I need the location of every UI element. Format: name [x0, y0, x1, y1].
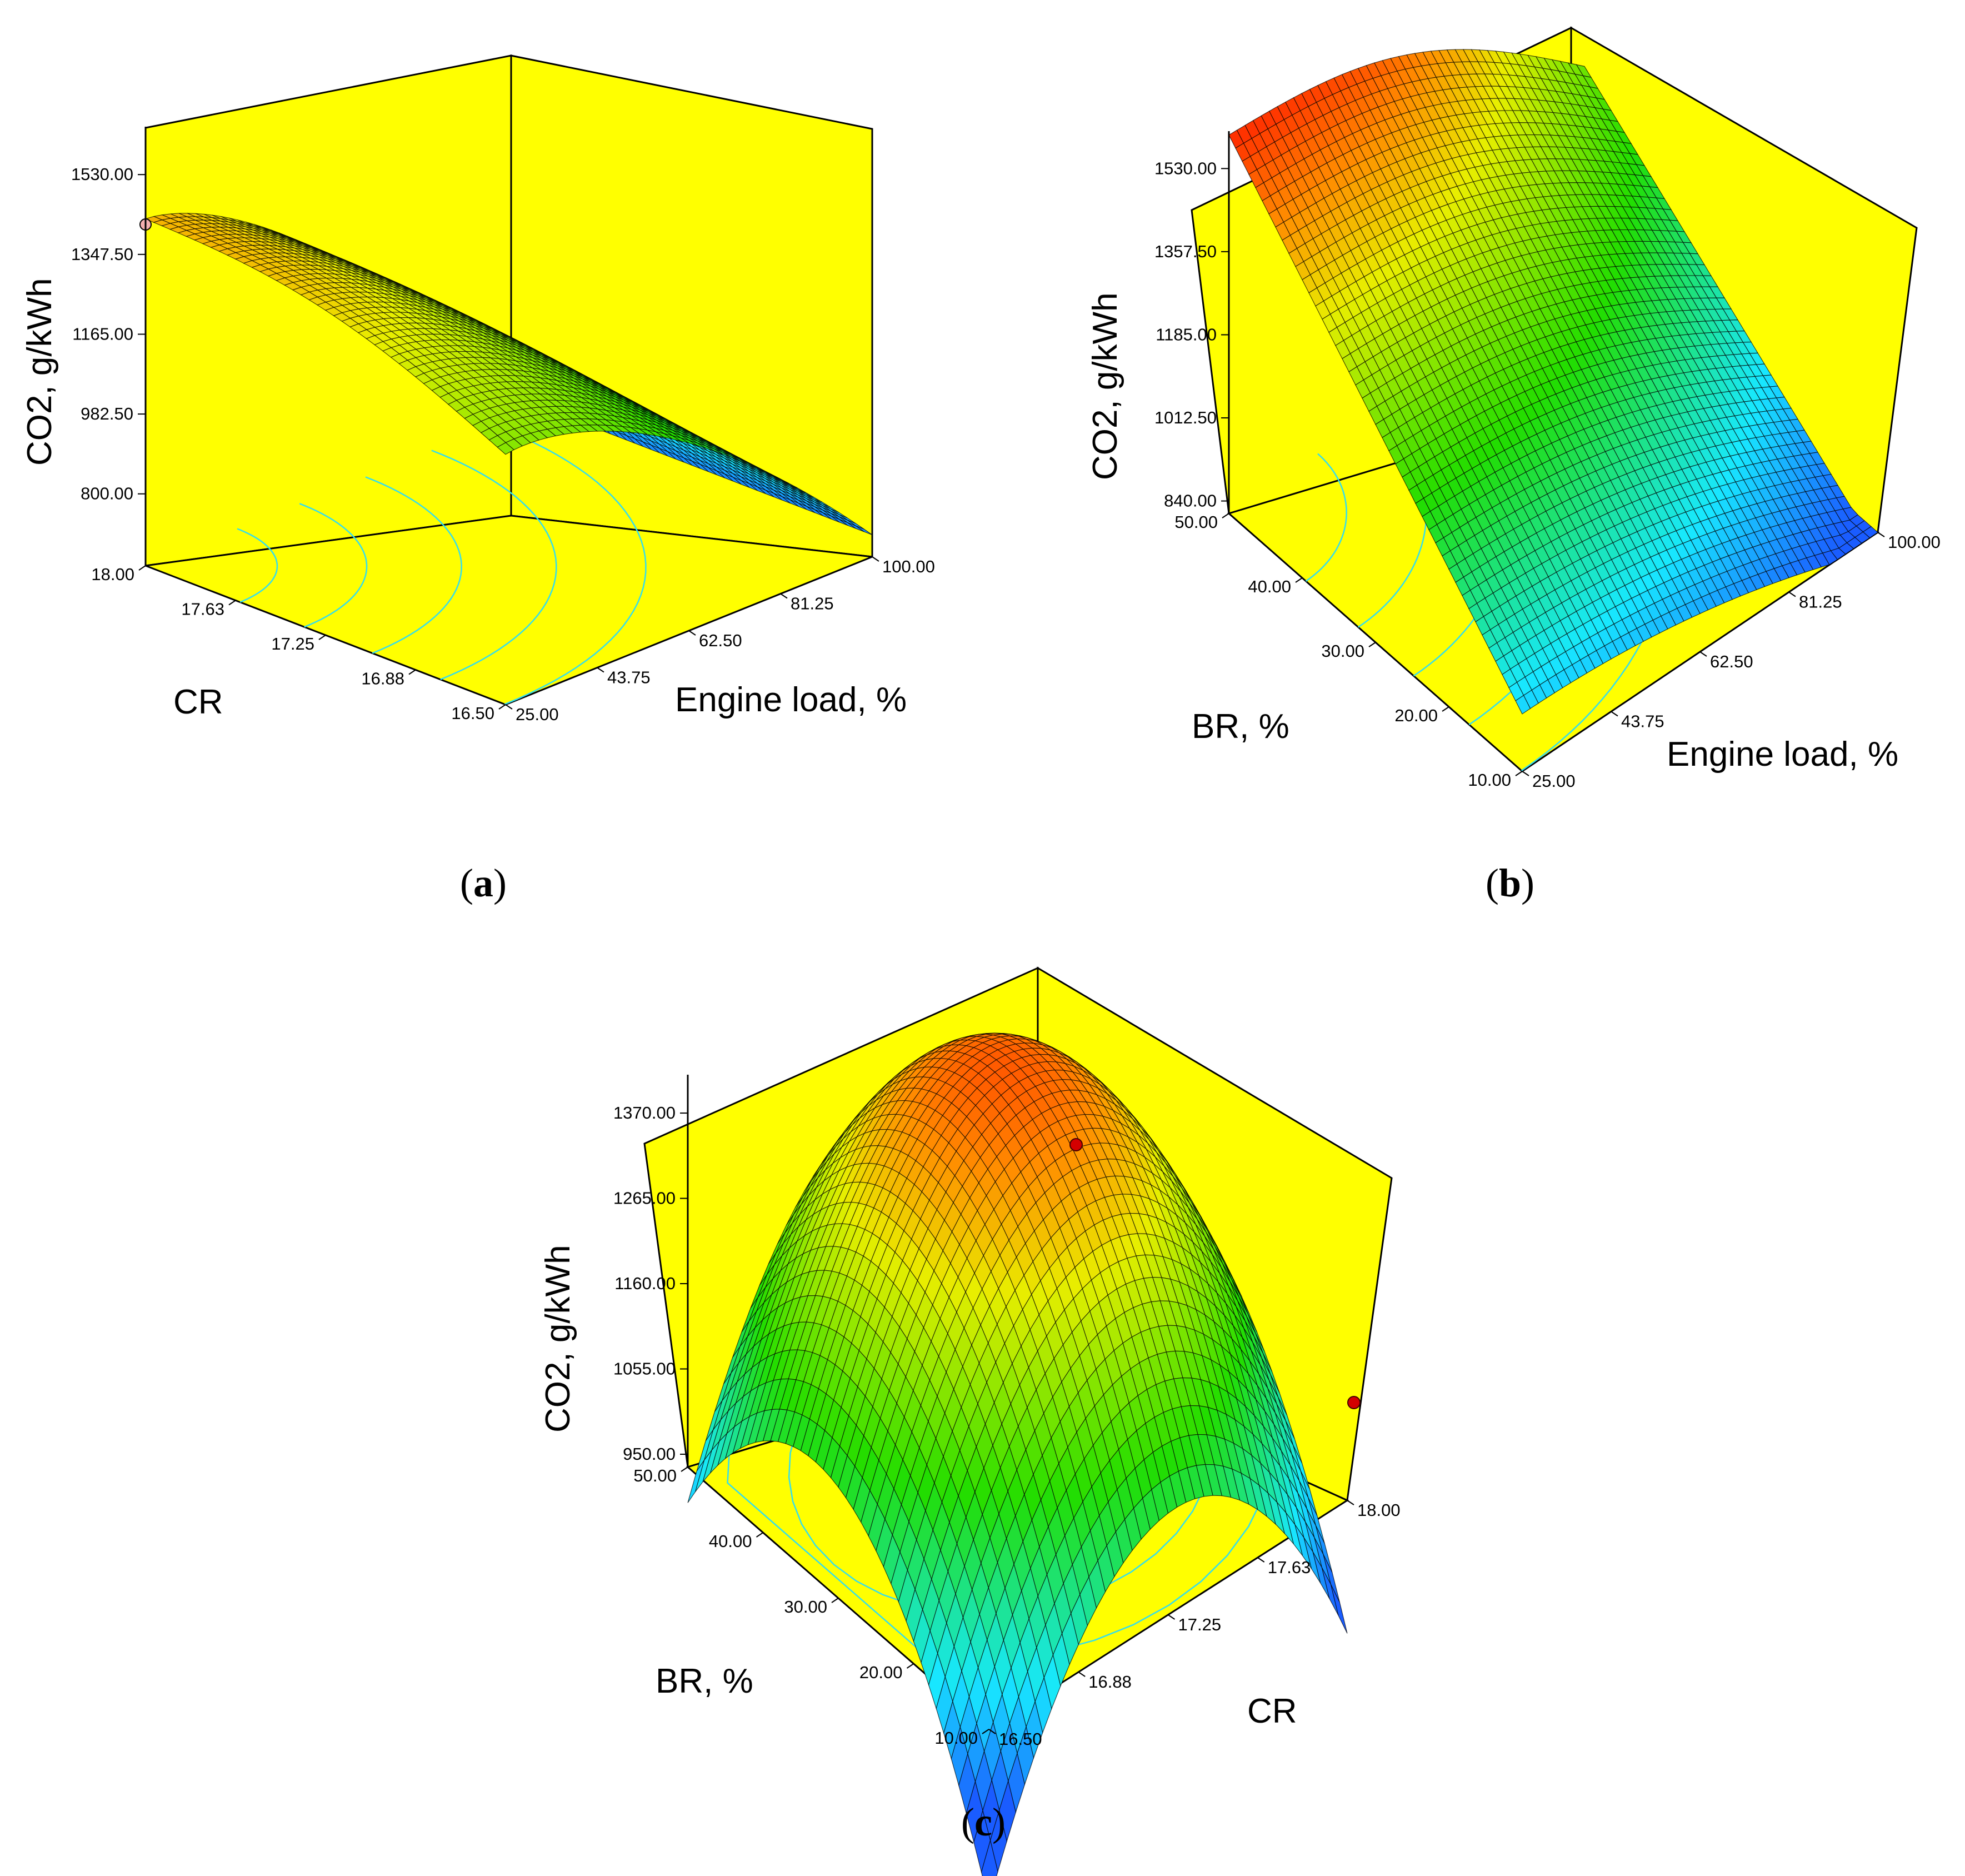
- panel-a-y-tick: [498, 704, 506, 710]
- panel-a-y-axis-label: CR: [173, 683, 223, 721]
- panel-a-y-tick: [408, 669, 416, 675]
- panel-b-z-tick-label: 1012.50: [1154, 408, 1217, 427]
- panel-a-x-tick: [780, 593, 788, 599]
- panel-a-right-wall: [510, 54, 873, 558]
- panel-a-y-tick-label: 16.50: [451, 704, 494, 723]
- panel-a-surface: [144, 213, 873, 536]
- panel-a-z-tick-label: 1530.00: [71, 164, 133, 184]
- panel-b-z-tick-label: 840.00: [1164, 491, 1217, 511]
- panel-b-y-tick: [1295, 577, 1303, 583]
- panel-b-x-tick-label: 25.00: [1532, 771, 1576, 791]
- panel-a-contour-line: [299, 503, 368, 628]
- panel-b-x-tick: [1611, 711, 1618, 717]
- panel-a-y-tick-label: 18.00: [91, 565, 134, 584]
- panel-b-y-tick-label: 10.00: [1468, 770, 1511, 790]
- panel-c-surface-cell: [1330, 1584, 1348, 1634]
- panel-a-y-tick-label: 17.25: [271, 634, 314, 653]
- panel-a-z-axis-label: CO2, g/kWh: [21, 278, 59, 466]
- panel-a-contour-line: [493, 425, 647, 705]
- panel-b-y-tick-label: 30.00: [1321, 641, 1364, 661]
- panel-b-x-tick: [1877, 532, 1885, 537]
- panel-a-x-tick-label: 100.00: [882, 557, 935, 576]
- chart-panel-b: 840.00 1012.50 1185.00 1357.50 1530.00 10.00…: [1086, 26, 1941, 791]
- panel-b-x-tick-label: 81.25: [1799, 592, 1842, 612]
- panel-a-x-tick: [597, 667, 604, 673]
- panel-a-x-tick-label: 25.00: [516, 705, 559, 724]
- panel-a-x-tick: [688, 630, 696, 636]
- panel-b-x-tick: [1788, 591, 1796, 597]
- panel-a-y-tick: [228, 600, 236, 606]
- panel-a-z-ticks: 800.00 982.50 1165.00 1347.50 1530.00: [71, 164, 146, 503]
- panel-b-y-tick: [1442, 706, 1449, 712]
- panel-a-contour-line: [365, 476, 462, 654]
- panel-a-x-tick: [872, 556, 879, 562]
- panel-b-y-tick: [1222, 513, 1229, 518]
- panel-a-contour-line: [237, 528, 278, 603]
- chart-panel-a: 800.00 982.50 1165.00 1347.50 1530.00 16.50 1…: [21, 54, 935, 724]
- panel-a-x-tick-label: 81.25: [791, 594, 834, 613]
- panel-b-y-tick-label: 50.00: [1174, 512, 1218, 532]
- panel-a-x-tick: [505, 704, 513, 710]
- panel-a-x-axis-label: Engine load, %: [675, 681, 907, 719]
- panel-b-x-tick-label: 100.00: [1888, 532, 1941, 552]
- panel-a-z-tick-label: 982.50: [81, 404, 133, 423]
- panel-b-y-tick-label: 40.00: [1248, 577, 1291, 596]
- panel-b-z-tick-label: 1530.00: [1154, 158, 1217, 178]
- panel-b-y-tick: [1515, 771, 1523, 776]
- panel-a-x-tick-label: 43.75: [607, 668, 651, 687]
- panel-b-y-tick: [1368, 642, 1376, 647]
- panel-b-z-axis-label: CO2, g/kWh: [1086, 292, 1124, 480]
- panel-b-y-tick-label: 20.00: [1394, 706, 1438, 725]
- panel-a-x-tick-label: 62.50: [699, 631, 742, 650]
- panel-b-x-axis-label: Engine load, %: [1667, 735, 1898, 774]
- panel-b-z-tick-label: 1185.00: [1156, 325, 1217, 344]
- panel-a-z-tick-label: 1347.50: [71, 245, 133, 264]
- panel-b-x-tick: [1522, 771, 1529, 776]
- panel-a-y-tick: [318, 635, 326, 640]
- panel-b-x-tick: [1699, 651, 1707, 657]
- panel-a-contours: [237, 425, 647, 705]
- panel-a-contour-line: [431, 450, 557, 680]
- panel-a-z-tick-label: 800.00: [81, 484, 133, 503]
- panel-b-x-tick-label: 62.50: [1710, 652, 1753, 671]
- panel-a-y-tick: [138, 565, 146, 571]
- panel-b-y-axis-label: BR, %: [1192, 707, 1289, 746]
- panel-b-z-tick-label: 1357.50: [1154, 242, 1217, 261]
- panel-a-z-tick-label: 1165.00: [72, 324, 133, 343]
- panel-a-y-tick-label: 17.63: [181, 600, 224, 619]
- panel-a-y-tick-label: 16.88: [361, 669, 404, 688]
- panel-b-x-tick-label: 43.75: [1621, 712, 1664, 731]
